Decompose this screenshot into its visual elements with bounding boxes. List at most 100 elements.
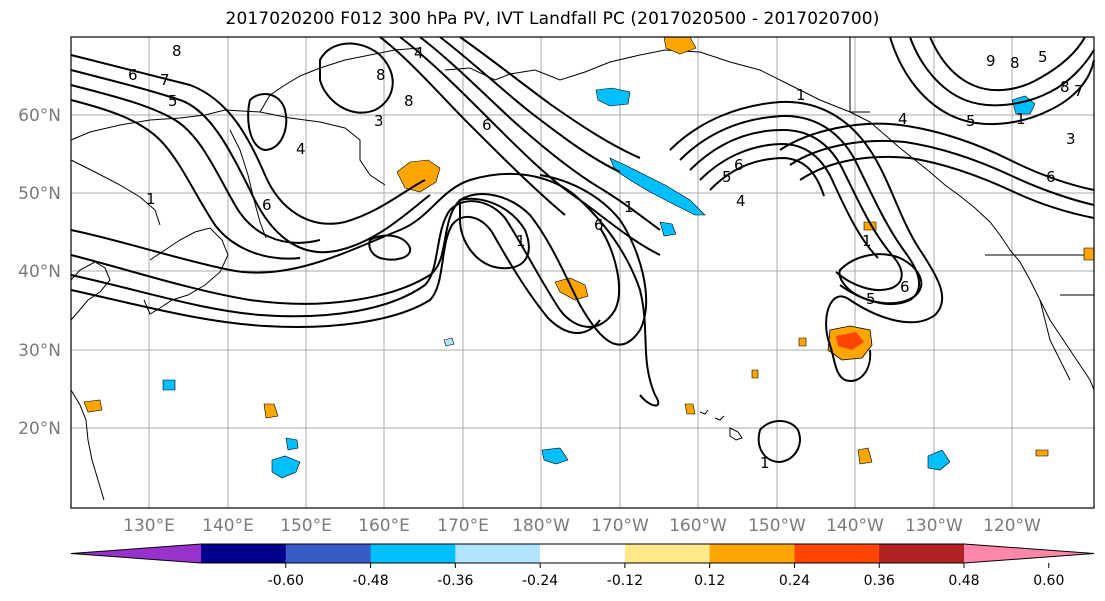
colorbar-tick-label: -0.36: [437, 573, 473, 589]
negative-anomaly-small: [443, 337, 455, 347]
contour-label: 1: [146, 190, 156, 208]
lon-label: 120°W: [983, 516, 1041, 536]
contour-label: 3: [1066, 130, 1076, 148]
contour-label: 6: [262, 196, 272, 214]
contour-label: 4: [414, 44, 424, 62]
contour-10: [379, 36, 566, 216]
lon-label: 160°E: [358, 516, 410, 536]
contour-label: 6: [1046, 168, 1056, 186]
colorbar-ticks: -0.60 -0.48 -0.36 -0.24 -0.12 0.12 0.24 0.36 0.4…: [268, 563, 1064, 589]
lon-label: 160°W: [669, 516, 727, 536]
contour-label: 1: [624, 198, 634, 216]
map-border: [70, 36, 1095, 509]
contour-label: 8: [1010, 54, 1020, 72]
hawaii-islands: [699, 409, 743, 441]
colorbar-tick-label: -0.12: [607, 573, 643, 589]
contour-label: 5: [722, 168, 732, 186]
colorbar: -0.60 -0.48 -0.36 -0.24 -0.12 0.12 0.24 0.36 0.4…: [70, 543, 1095, 589]
lon-label: 150°W: [748, 516, 806, 536]
positive-anomaly-small-1: [798, 337, 807, 347]
colorbar-segment: [540, 544, 626, 563]
lon-label: 150°E: [280, 516, 332, 536]
coast-baja: [1039, 299, 1071, 381]
colorbar-tick-label: -0.48: [352, 573, 388, 589]
positive-anomaly-hawaii: [684, 403, 696, 415]
colorbar-segment: [201, 544, 287, 563]
contour-label: 3: [374, 112, 384, 130]
contour-ne-3: [799, 155, 1095, 219]
negative-anomaly-south-central: [541, 447, 569, 465]
contour-label: 1: [862, 232, 872, 250]
positive-anomaly-se: [857, 447, 873, 465]
contour-8: [70, 99, 301, 260]
contour-label: 5: [1038, 48, 1048, 66]
contour-label: 8: [172, 42, 182, 60]
colorbar-segment: [624, 544, 711, 563]
contour-11: [419, 36, 661, 231]
negative-anomaly-alaska-west: [595, 87, 631, 107]
contour-label: 6: [594, 216, 604, 234]
colorbar-tick-label: 0.24: [779, 573, 810, 589]
colorbar-tick-label: 0.48: [948, 573, 979, 589]
lon-label: 180°W: [512, 516, 570, 536]
contour-label: 4: [736, 192, 746, 210]
contour-1-main: [70, 172, 660, 407]
lon-label: 140°E: [202, 516, 254, 536]
contour-ne-1: [779, 122, 1095, 191]
contour-label: 1: [796, 86, 806, 104]
contour-label: 7: [160, 71, 170, 89]
strong-positive-anomaly-east: [836, 332, 864, 350]
contour-labels: 8 7 6 5 4 3 1 8 4 8 6 6 6 1 1 6 5 4 1 1 …: [128, 42, 1084, 472]
colorbar-tick-label: 0.36: [864, 573, 895, 589]
colorbar-extend-high: [964, 544, 1094, 563]
contour-2: [70, 174, 648, 346]
lon-label: 140°W: [826, 516, 884, 536]
lat-label: 20°N: [18, 419, 61, 439]
coast-asia-korea: [70, 261, 111, 321]
contour-closed-center: [459, 197, 530, 270]
colorbar-segment: [455, 544, 541, 563]
colorbar-tick-label: 0.60: [1033, 573, 1064, 589]
lat-labels: 60°N 50°N 40°N 30°N 20°N: [18, 106, 61, 439]
coast-se-asia: [70, 389, 105, 501]
contour-6: [70, 54, 426, 225]
contour-ne-4: [889, 36, 1095, 125]
positive-anomaly-bering: [396, 159, 441, 193]
contour-closed-nw: [319, 42, 394, 114]
colorbar-tick-label: -0.60: [268, 573, 304, 589]
lon-label: 170°W: [591, 516, 649, 536]
positive-anomaly-small-2: [751, 369, 759, 379]
gridlines: [71, 37, 1094, 508]
contour-east-3: [689, 128, 903, 291]
contour-closed-w: [247, 93, 288, 152]
positive-anomaly-wp: [263, 403, 279, 419]
contour-12: [439, 36, 621, 173]
colorbar-extend-low: [71, 544, 201, 563]
contour-label: 5: [966, 112, 976, 130]
contour-closed-small: [368, 234, 412, 261]
contour-3: [70, 200, 621, 328]
coast-us-west: [1019, 261, 1095, 391]
coast-alaska-panhandle: [869, 121, 1021, 263]
lat-label: 40°N: [18, 262, 61, 282]
contour-label: 1: [516, 232, 526, 250]
colorbar-segment: [285, 544, 372, 563]
border-alaska-canada: [849, 37, 870, 113]
colorbar-segment: [794, 544, 880, 563]
contour-label: 5: [866, 290, 876, 308]
lat-label: 30°N: [18, 341, 61, 361]
contour-label: 5: [168, 92, 178, 110]
contour-label: 9: [986, 52, 996, 70]
negative-anomaly-wp-1: [271, 455, 301, 479]
contour-ne-2: [789, 139, 1095, 206]
coast-japan: [143, 227, 229, 315]
contour-7: [70, 84, 321, 244]
contour-east-4: [699, 142, 879, 259]
positive-anomaly-edge: [1083, 247, 1095, 261]
contour-closed-south: [757, 420, 801, 464]
lon-label: 170°E: [437, 516, 489, 536]
contour-label: 6: [128, 66, 138, 84]
contour-label: 1: [1016, 110, 1026, 128]
lat-label: 50°N: [18, 184, 61, 204]
